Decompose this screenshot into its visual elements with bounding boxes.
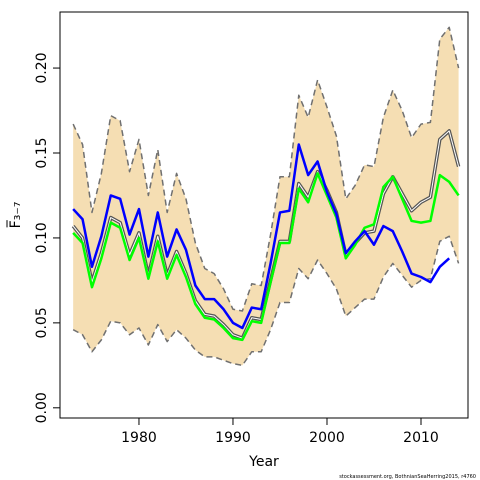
y-tick-label: 0.00 — [34, 392, 50, 423]
series-line-comparison-blue — [72, 143, 451, 330]
series-lines-layer — [71, 26, 461, 367]
series-line-confidence-lower — [72, 235, 460, 367]
plot-frame — [59, 11, 469, 419]
x-tick-label: 2010 — [403, 430, 439, 446]
confidence-band — [73, 27, 459, 366]
x-axis-title: Year — [248, 454, 279, 470]
y-axis: 0.00 0.05 0.10 0.15 0.20 — [34, 52, 60, 423]
y-axis-title: F̅₃₋₇ — [6, 202, 24, 229]
y-tick-label: 0.15 — [34, 137, 50, 168]
x-tick-label: 2000 — [309, 430, 345, 446]
y-tick-label: 0.10 — [34, 222, 50, 253]
y-tick-label: 0.20 — [34, 52, 50, 83]
footnote: stockassessment.org, BothnianSeaHerring2… — [339, 474, 476, 480]
x-tick-label: 1980 — [121, 430, 157, 446]
x-tick-label: 1990 — [215, 430, 251, 446]
series-line-confidence-upper — [72, 26, 460, 312]
y-tick-label: 0.05 — [34, 307, 50, 338]
x-axis: 1980 1990 2000 2010 — [121, 418, 439, 446]
confidence-band-layer — [73, 27, 459, 366]
series-line-comparison-green — [72, 172, 460, 342]
